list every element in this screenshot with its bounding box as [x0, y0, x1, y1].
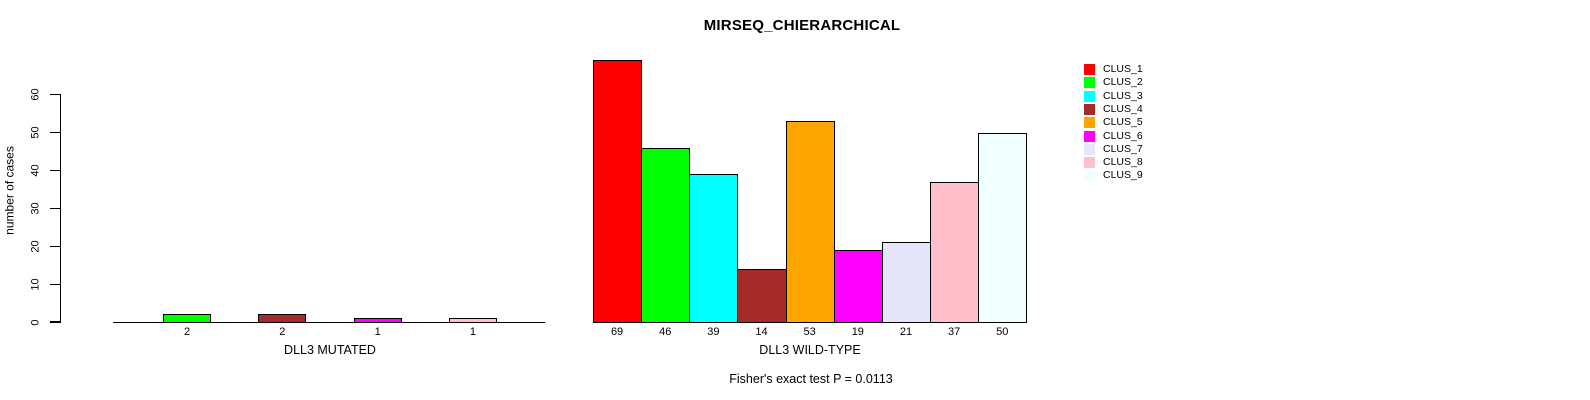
bar-CLUS_8 — [448, 318, 497, 323]
legend-label: CLUS_1 — [1103, 63, 1143, 75]
bar-CLUS_4 — [737, 268, 787, 323]
legend-item-CLUS_1: CLUS_1 — [1084, 63, 1143, 76]
y-axis-title: number of cases — [2, 146, 17, 235]
bar-CLUS_4 — [258, 314, 307, 323]
bar-CLUS_2 — [163, 314, 211, 323]
legend-swatch-CLUS_1 — [1084, 64, 1095, 75]
legend-swatch-CLUS_6 — [1084, 130, 1095, 142]
bar-CLUS_9 — [978, 132, 1028, 323]
legend-label: CLUS_5 — [1103, 116, 1143, 129]
bar-CLUS_6 — [833, 249, 883, 323]
legend-swatch-CLUS_9 — [1084, 170, 1095, 182]
legend-item-CLUS_4: CLUS_4 — [1084, 103, 1143, 116]
chart-title: MIRSEQ_CHIERARCHICAL — [703, 17, 901, 34]
left-panel-xlabel: DLL3 MUTATED — [284, 343, 376, 357]
legend-swatch-CLUS_4 — [1084, 103, 1095, 115]
legend-swatch-CLUS_7 — [1084, 143, 1095, 155]
fisher-test-note: Fisher's exact test P = 0.0113 — [729, 372, 893, 386]
bar-CLUS_8 — [930, 181, 980, 323]
legend-swatch-CLUS_8 — [1084, 157, 1095, 169]
legend-swatch-CLUS_5 — [1084, 117, 1095, 129]
bar-value-label: 1 — [374, 326, 381, 338]
y-tick-label: 40 — [29, 164, 42, 177]
bar-CLUS_1 — [593, 60, 643, 323]
bar-value-label: 19 — [851, 326, 864, 338]
legend-item-CLUS_2: CLUS_2 — [1084, 76, 1143, 89]
bar-CLUS_5 — [785, 121, 835, 323]
y-tick-label: 10 — [29, 277, 42, 291]
y-tick-mark — [50, 245, 60, 247]
legend-item-CLUS_8: CLUS_8 — [1084, 156, 1143, 169]
bar-value-label: 53 — [803, 326, 816, 338]
bar-value-label: 39 — [707, 326, 720, 338]
bar-value-label: 1 — [469, 326, 477, 338]
y-tick-mark — [50, 321, 60, 323]
y-tick-mark — [50, 283, 60, 285]
legend-label: CLUS_6 — [1103, 129, 1143, 142]
bar-value-label: 2 — [183, 326, 191, 338]
bar-value-label: 50 — [996, 326, 1009, 338]
y-tick-mark — [50, 169, 60, 172]
y-tick-mark — [50, 207, 60, 209]
legend-item-CLUS_3: CLUS_3 — [1084, 90, 1143, 103]
legend-swatch-CLUS_3 — [1084, 90, 1095, 102]
y-tick-label: 30 — [29, 202, 42, 215]
legend-label: CLUS_7 — [1103, 142, 1143, 155]
y-tick-mark — [50, 94, 60, 96]
bar-value-label: 21 — [899, 326, 913, 338]
legend-label: CLUS_2 — [1103, 76, 1143, 89]
legend-item-CLUS_7: CLUS_7 — [1084, 143, 1143, 156]
y-tick-label: 50 — [29, 126, 42, 139]
y-tick-mark — [50, 131, 60, 134]
bar-value-label: 46 — [659, 326, 672, 338]
bar-CLUS_3 — [689, 174, 739, 323]
bar-value-label: 2 — [279, 326, 286, 338]
bar-CLUS_2 — [641, 147, 691, 323]
y-tick-label: 60 — [29, 88, 42, 101]
legend-item-CLUS_6: CLUS_6 — [1084, 130, 1143, 143]
y-tick-label: 20 — [29, 240, 42, 253]
right-panel-xlabel: DLL3 WILD-TYPE — [759, 343, 861, 357]
bar-value-label: 69 — [610, 326, 624, 338]
legend-label: CLUS_9 — [1103, 169, 1143, 182]
bar-value-label: 37 — [947, 326, 961, 338]
left-panel-baseline — [113, 321, 545, 323]
y-axis-line — [60, 94, 62, 323]
legend-item-CLUS_5: CLUS_5 — [1084, 116, 1143, 129]
legend-label: CLUS_3 — [1103, 89, 1143, 102]
legend-label: CLUS_4 — [1103, 102, 1143, 115]
bar-CLUS_6 — [353, 318, 402, 323]
legend-label: CLUS_8 — [1103, 156, 1143, 169]
y-tick-label: 0 — [29, 318, 42, 326]
bar-value-label: 14 — [755, 326, 768, 338]
legend-swatch-CLUS_2 — [1084, 77, 1095, 89]
legend-item-CLUS_9: CLUS_9 — [1084, 169, 1143, 182]
bar-CLUS_7 — [881, 242, 932, 323]
